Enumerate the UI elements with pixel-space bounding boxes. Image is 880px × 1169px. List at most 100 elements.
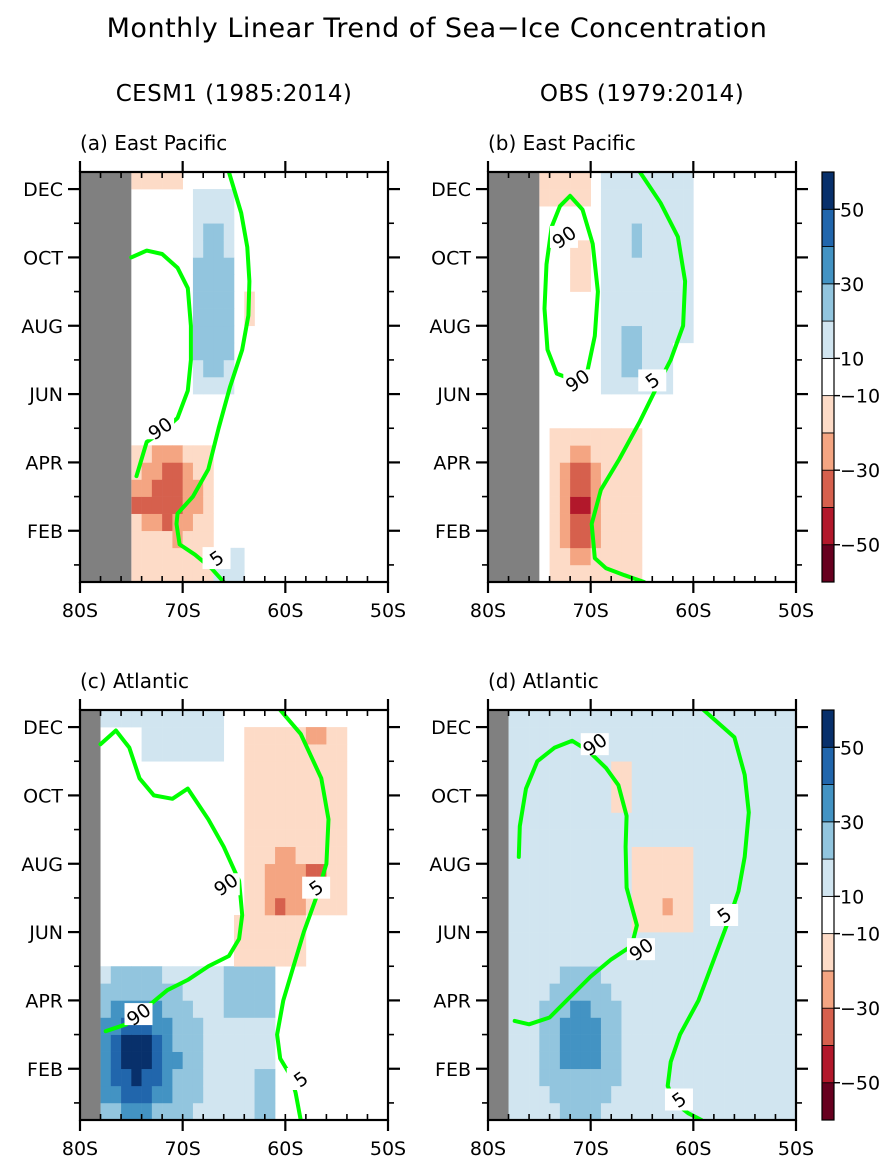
trend-cell [662,1051,674,1070]
trend-cell [549,1034,561,1052]
trend-cell [754,949,766,967]
trend-cell [713,1102,725,1120]
trend-cell [275,915,286,933]
trend-cell [642,274,653,292]
trend-cell [121,966,132,984]
trend-cell [724,1000,735,1018]
trend-cell [264,727,276,745]
trend-cell [775,744,787,762]
trend-cell [203,479,214,497]
trend-cell [713,846,725,865]
trend-cell [580,1034,591,1052]
trend-cell [785,863,796,882]
trend-cell [611,206,622,224]
trend-cell [559,530,571,549]
trend-cell [295,949,307,967]
trend-cell [642,761,653,779]
trend-cell [765,1051,776,1070]
trend-cell [765,966,776,984]
trend-cell [621,257,633,275]
trend-cell [172,710,183,728]
trend-cell [672,710,684,728]
trend-cell [683,223,694,241]
trend-cell [724,932,735,950]
trend-cell [254,1102,266,1120]
trend-cell [295,863,307,882]
trend-cell [203,206,214,224]
trend-cell [621,206,633,224]
trend-cell [672,983,684,1001]
trend-cell [600,359,612,378]
trend-cell [539,983,550,1001]
y-tick-label: FEB [435,521,471,543]
trend-cell [192,496,204,514]
trend-cell [652,1051,663,1070]
trend-cell [244,1068,255,1087]
trend-cell [724,949,735,967]
trend-cell [683,257,694,275]
trend-cell [693,915,704,933]
trend-cell [508,727,520,745]
trend-cell [765,1102,776,1120]
trend-cell [559,1085,571,1104]
ticks: 80S 70S 60S 50S DEC OCT AUG JUN APR FEB [429,699,814,1160]
trend-cell [151,1051,163,1070]
trend-cell [275,727,286,745]
trend-cell [600,1085,612,1104]
trend-cell [570,1085,581,1104]
trend-cell [775,949,787,967]
trend-cell [141,564,153,582]
trend-cell [110,710,122,728]
trend-cell [141,462,153,480]
trend-cell [785,1068,796,1087]
trend-cell [590,445,602,463]
trend-cell [672,274,684,292]
trend-cell [724,778,735,796]
trend-cell [590,778,602,796]
trend-cell [549,915,561,933]
trend-cell [611,1068,622,1087]
trend-cell [600,257,612,275]
trend-cell [631,530,643,549]
trend-cell [672,795,684,813]
trend-cell [182,1085,194,1104]
trend-cell [151,744,163,762]
trend-cell [621,1085,633,1104]
trend-cell [631,1085,643,1104]
trend-cell [600,342,612,361]
trend-cell [734,1085,745,1104]
trend-cell [683,932,694,950]
trend-cell [192,240,204,258]
column-title-cesm1: CESM1 (1985:2014) [116,81,353,107]
trend-cell [621,291,633,309]
trend-cell [549,778,561,796]
trend-cell [172,966,183,984]
trend-cell [621,428,633,446]
trend-cell [213,1085,225,1104]
trend-cell [285,897,296,916]
trend-cell [162,479,173,497]
trend-cell [203,291,214,309]
trend-cell [275,744,286,762]
trend-cell [121,1034,132,1052]
trend-cell [590,932,602,950]
colorbar-swatch [821,544,835,583]
trend-cell [600,932,612,950]
trend-cell [631,445,643,463]
trend-cell [559,513,571,532]
trend-cell [631,1034,643,1052]
y-tick-label: FEB [27,521,63,543]
trend-cell [611,1000,622,1018]
trend-cell [559,1000,571,1018]
trend-cell [192,308,204,327]
trend-cell [744,983,756,1001]
y-tick-label: APR [25,990,63,1012]
trend-cell [724,1051,735,1070]
trend-cell [223,359,235,378]
trend-cell [631,829,643,847]
trend-cell [703,812,715,830]
contour-label-bg [302,876,331,899]
trend-cell [734,966,745,984]
trend-cell [518,932,530,950]
trend-cell [131,496,142,514]
